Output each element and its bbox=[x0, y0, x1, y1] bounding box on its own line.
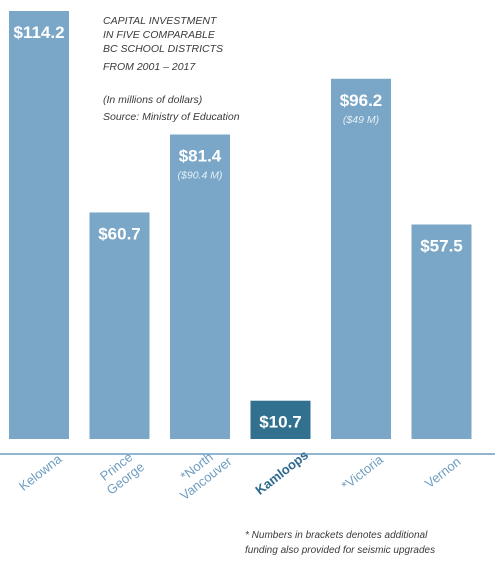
footnote-line: * Numbers in brackets denotes additional bbox=[245, 530, 428, 541]
x-tick-label: *NorthVancouver bbox=[168, 441, 235, 503]
bar-secondary-label: ($49 M) bbox=[343, 114, 379, 126]
x-tick-label: Vernon bbox=[422, 454, 464, 491]
subtitle-source: Source: Ministry of Education bbox=[103, 111, 240, 123]
bar bbox=[329, 76, 393, 442]
x-axis-labels: Kelowna PrinceGeorge *NorthVancouver Kamloo… bbox=[16, 441, 464, 503]
bar-value-label: $81.4 bbox=[179, 147, 222, 166]
bar-secondary-label: ($90.4 M) bbox=[178, 170, 223, 182]
bar bbox=[248, 398, 313, 441]
bar bbox=[409, 222, 474, 441]
bar-value-label: $60.7 bbox=[98, 224, 141, 243]
chart-subtitle: (In millions of dollars) Source: Ministr… bbox=[103, 92, 323, 126]
title-line: CAPITAL INVESTMENT bbox=[103, 15, 217, 27]
bar bbox=[87, 210, 152, 441]
footnote: * Numbers in brackets denotes additional… bbox=[245, 528, 495, 558]
x-tick-label: *Victoria bbox=[339, 451, 387, 493]
footnote-line: funding also provided for seismic upgrad… bbox=[245, 545, 436, 556]
chart-title: CAPITAL INVESTMENT IN FIVE COMPARABLE BC… bbox=[103, 14, 303, 74]
title-line: IN FIVE COMPARABLE bbox=[103, 29, 215, 41]
subtitle-units: (In millions of dollars) bbox=[103, 94, 203, 106]
bars-group: $114.2 $60.7 $81.4 ($90.4 M) $10.7 $96.2 ($49 … bbox=[7, 9, 474, 442]
bar-value-label: $96.2 bbox=[340, 91, 383, 110]
bar bbox=[168, 132, 232, 441]
title-line: FROM 2001 – 2017 bbox=[103, 61, 196, 73]
title-line: BC SCHOOL DISTRICTS bbox=[103, 43, 223, 55]
bar-value-label: $10.7 bbox=[259, 413, 302, 432]
bar-value-label: $114.2 bbox=[13, 23, 64, 42]
x-tick-label: Kamloops bbox=[252, 447, 311, 498]
bar-value-label: $57.5 bbox=[420, 236, 463, 255]
bar bbox=[7, 9, 71, 441]
x-tick-label: PrinceGeorge bbox=[94, 447, 147, 497]
x-tick-label: Kelowna bbox=[16, 451, 65, 494]
